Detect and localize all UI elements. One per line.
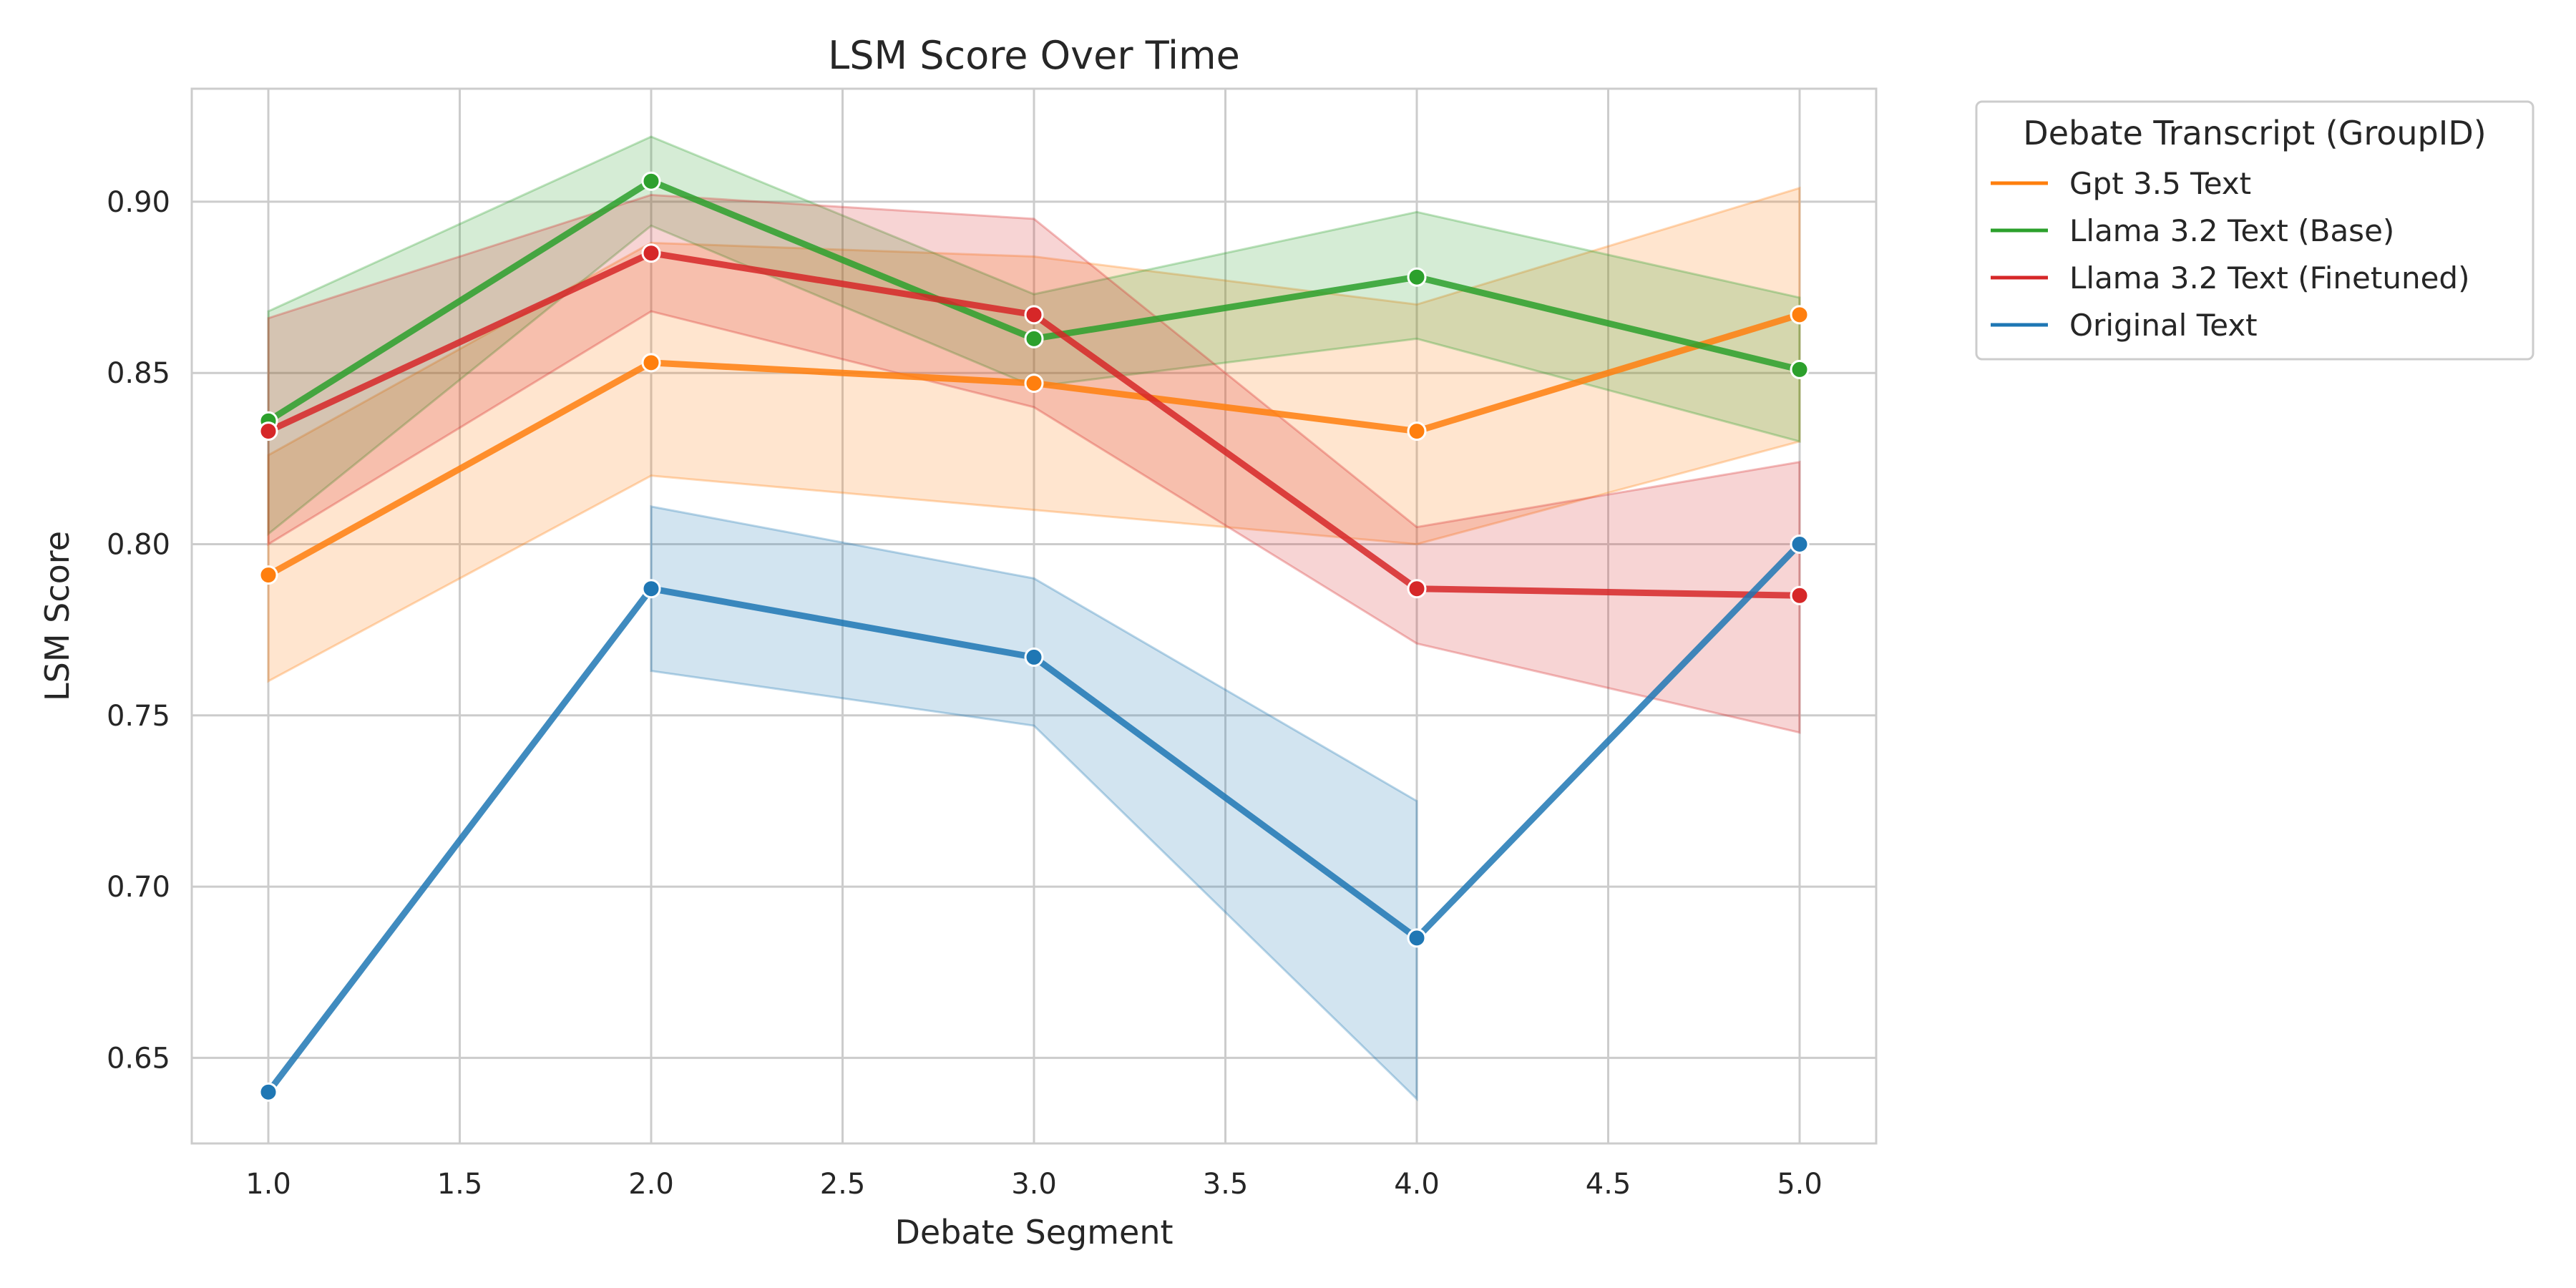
data-point (641, 243, 661, 263)
legend-label: Gpt 3.5 Text (2069, 166, 2251, 201)
y-tick-label: 0.80 (107, 529, 170, 562)
x-tick-label: 2.0 (628, 1168, 674, 1201)
legend: Debate Transcript (GroupID) Gpt 3.5 Text… (1975, 100, 2534, 361)
series-points (258, 171, 1810, 1102)
legend-box (1975, 100, 2534, 361)
y-tick-label: 0.70 (107, 871, 170, 904)
data-point (1407, 421, 1427, 441)
data-point (258, 1082, 278, 1102)
tick-labels: 1.0 1.5 2.0 2.5 3.0 3.5 4.0 4.5 5.0 0.65 0.70 0.75 0… (107, 186, 1823, 1201)
legend-items: Gpt 3.5 Text Llama 3.2 Text (Base) Llama 3… (1991, 166, 2469, 343)
data-point (1024, 374, 1044, 394)
x-tick-label: 1.5 (437, 1168, 483, 1201)
data-point (1024, 305, 1044, 325)
legend-title: Debate Transcript (GroupID) (2023, 114, 2486, 152)
data-point (1024, 328, 1044, 348)
y-tick-label: 0.85 (107, 357, 170, 390)
x-tick-label: 2.5 (820, 1168, 866, 1201)
x-tick-label: 5.0 (1777, 1168, 1823, 1201)
y-tick-label: 0.75 (107, 700, 170, 733)
x-tick-label: 4.5 (1586, 1168, 1631, 1201)
data-point (1024, 647, 1044, 667)
data-point (1790, 535, 1810, 554)
y-tick-label: 0.90 (107, 186, 170, 219)
x-tick-label: 1.0 (245, 1168, 291, 1201)
data-point (1407, 928, 1427, 948)
data-point (1790, 359, 1810, 379)
confidence-band (650, 505, 1418, 1102)
data-point (258, 565, 278, 585)
data-point (1790, 585, 1810, 605)
legend-label: Llama 3.2 Text (Finetuned) (2069, 260, 2469, 296)
data-point (641, 353, 661, 373)
data-point (1407, 579, 1427, 599)
data-point (258, 421, 278, 441)
y-axis-label: LSM Score (38, 531, 77, 701)
data-point (641, 171, 661, 191)
data-point (1790, 305, 1810, 325)
chart-title: LSM Score Over Time (828, 33, 1240, 78)
legend-label: Original Text (2069, 308, 2258, 343)
y-tick-label: 0.65 (107, 1042, 170, 1075)
data-point (1407, 267, 1427, 287)
x-tick-label: 3.0 (1011, 1168, 1057, 1201)
x-tick-label: 3.5 (1203, 1168, 1249, 1201)
data-point (641, 579, 661, 599)
plot-frame (190, 87, 1878, 1145)
grid (192, 89, 1876, 1143)
x-axis-label: Debate Segment (894, 1213, 1173, 1252)
confidence-band (267, 186, 1801, 683)
x-tick-label: 4.0 (1394, 1168, 1440, 1201)
legend-label: Llama 3.2 Text (Base) (2069, 213, 2394, 248)
